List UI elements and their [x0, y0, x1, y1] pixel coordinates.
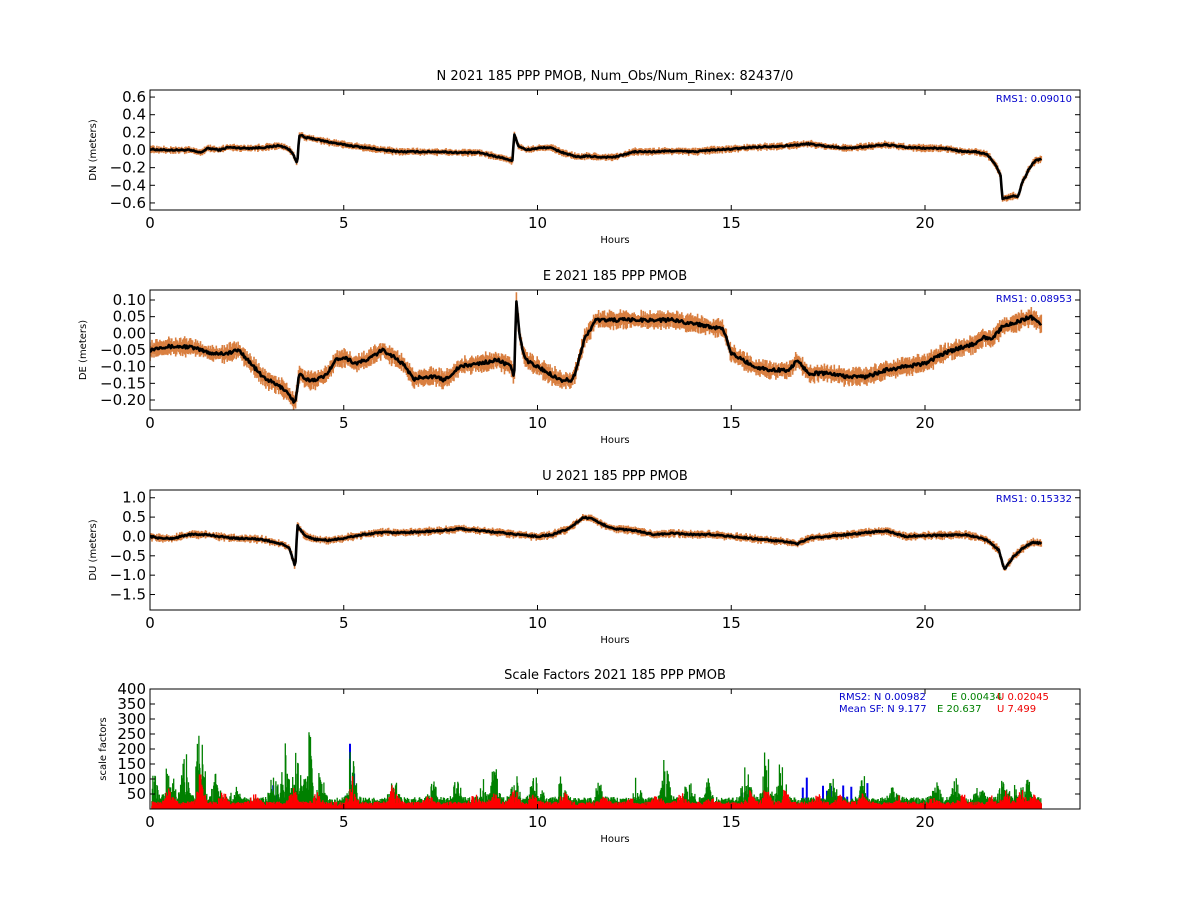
y-tick-label: 200 — [117, 740, 146, 758]
mean-sf-annotation: E 20.637 — [937, 704, 982, 715]
subplot-1: N 2021 185 PPP PMOB, Num_Obs/Num_Rinex: … — [88, 69, 1081, 246]
x-axis-label: Hours — [600, 435, 629, 446]
x-tick-label: 15 — [722, 214, 741, 232]
subplot-3: U 2021 185 PPP PMOB 0 5 10 15 20 −1.5 −1.0−0.5 0… — [88, 469, 1081, 646]
y-tick-label: 150 — [117, 755, 146, 773]
x-tick-label: 5 — [339, 813, 349, 831]
x-axis-label: Hours — [600, 834, 629, 845]
y-tick-label: −0.10 — [100, 358, 146, 376]
x-axis-label: Hours — [600, 235, 629, 246]
y-tick-label: 250 — [117, 725, 146, 743]
subplot-4: Scale Factors 2021 185 PPP PMOB 0 5 10 15 20 5… — [98, 668, 1081, 845]
subplot-title: E 2021 185 PPP PMOB — [543, 269, 687, 284]
plot-frame — [149, 489, 1081, 611]
x-tick-label: 0 — [145, 414, 155, 432]
x-tick-label: 0 — [145, 813, 155, 831]
y-axis-label: DE (meters) — [78, 320, 89, 380]
y-tick-label: 0.4 — [122, 106, 146, 124]
y-axis-label: DN (meters) — [88, 119, 99, 181]
rms-annotation: RMS1: 0.15332 — [996, 494, 1072, 505]
rms-annotation: RMS1: 0.09010 — [996, 94, 1072, 105]
y-tick-label: −0.2 — [110, 159, 146, 177]
y-tick-label: −0.6 — [110, 194, 146, 212]
x-tick-label: 5 — [339, 214, 349, 232]
y-tick-label: −0.05 — [100, 341, 146, 359]
x-tick-label: 5 — [339, 614, 349, 632]
y-tick-label: 0.00 — [113, 324, 146, 342]
y-tick-label: 0.10 — [113, 291, 146, 309]
y-tick-label: 1.0 — [122, 489, 146, 507]
x-tick-label: 20 — [915, 614, 934, 632]
y-tick-label: 100 — [117, 770, 146, 788]
y-axis-label: scale factors — [98, 717, 109, 780]
plot-area — [150, 514, 1043, 571]
plot-area — [150, 131, 1043, 202]
y-tick-label: 0.2 — [122, 123, 146, 141]
y-tick-label: 350 — [117, 695, 146, 713]
rms2-annotation: U 0.02045 — [997, 692, 1049, 703]
y-tick-label: 300 — [117, 710, 146, 728]
rms2-annotation: RMS2: N 0.00982 — [839, 692, 926, 703]
rms-annotation: RMS1: 0.08953 — [996, 294, 1072, 305]
y-tick-label: 400 — [117, 680, 146, 698]
subplot-title: U 2021 185 PPP PMOB — [542, 469, 688, 484]
y-tick-label: −0.15 — [100, 374, 146, 392]
series-line-1 — [150, 515, 1043, 570]
series-line-1 — [150, 300, 1043, 404]
y-tick-label: 0.0 — [122, 141, 146, 159]
x-tick-label: 10 — [528, 414, 547, 432]
x-tick-label: 10 — [528, 614, 547, 632]
y-tick-label: −0.4 — [110, 176, 146, 194]
plot-area — [151, 732, 1042, 809]
x-tick-label: 15 — [722, 813, 741, 831]
y-tick-label: −0.5 — [110, 547, 146, 565]
y-tick-label: 0.05 — [113, 308, 146, 326]
y-tick-label: 0.5 — [122, 508, 146, 526]
x-tick-label: 5 — [339, 414, 349, 432]
x-tick-label: 20 — [915, 214, 934, 232]
x-tick-label: 0 — [145, 214, 155, 232]
x-axis-label: Hours — [600, 635, 629, 646]
rms2-annotation: E 0.00434 — [951, 692, 1002, 703]
y-tick-label: 0.0 — [122, 527, 146, 545]
x-tick-label: 15 — [722, 614, 741, 632]
x-tick-label: 0 — [145, 614, 155, 632]
y-tick-label: −1.5 — [110, 586, 146, 604]
subplot-title: Scale Factors 2021 185 PPP PMOB — [504, 668, 726, 683]
y-tick-label: −1.0 — [110, 566, 146, 584]
x-tick-label: 20 — [915, 813, 934, 831]
x-tick-label: 10 — [528, 214, 547, 232]
x-tick-label: 10 — [528, 813, 547, 831]
mean-sf-annotation: U 7.499 — [997, 704, 1036, 715]
series-line-1 — [150, 133, 1043, 201]
y-tick-label: 0.6 — [122, 88, 146, 106]
y-axis-label: DU (meters) — [88, 519, 99, 580]
y-tick-label: 50 — [127, 785, 146, 803]
x-tick-label: 20 — [915, 414, 934, 432]
y-tick-label: −0.20 — [100, 391, 146, 409]
subplot-title: N 2021 185 PPP PMOB, Num_Obs/Num_Rinex: … — [437, 69, 794, 84]
mean-sf-annotation: Mean SF: N 9.177 — [839, 704, 927, 715]
scale-factor-bars-3 — [151, 774, 1042, 809]
plot-area — [150, 292, 1043, 410]
x-tick-label: 15 — [722, 414, 741, 432]
